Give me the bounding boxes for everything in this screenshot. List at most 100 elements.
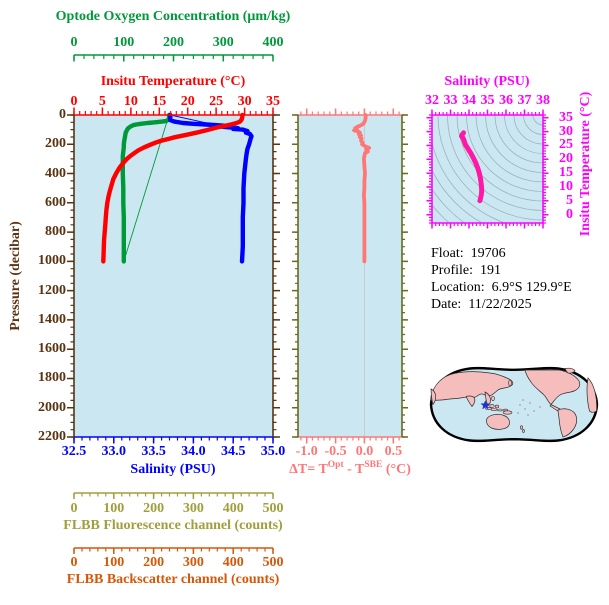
pressure-tick-label: 1400: [38, 311, 66, 327]
delta-t-tick-label: -1.0: [295, 444, 318, 459]
ts-temperature-tick-label: 15: [559, 165, 573, 181]
ts-temperature-tick-label: 10: [559, 179, 573, 194]
delta-t-title-sup-opt: Opt: [327, 460, 344, 471]
backscatter-tick-label: 200: [143, 555, 165, 570]
delta-t-tick-label: 0.0: [355, 444, 374, 459]
oxygen-tick-label: 100: [113, 35, 135, 50]
float-info-value: 19706: [470, 246, 506, 261]
map-landmass: [430, 388, 436, 406]
float-location-marker: [480, 399, 491, 410]
backscatter-tick-label: 400: [222, 555, 244, 570]
delta-t-plot: [352, 113, 371, 264]
map-island: [502, 410, 513, 415]
temperature-tick-label: 5: [98, 94, 106, 109]
pressure-tick-label: 400: [45, 165, 66, 181]
delta-t-tick-label: -0.5: [324, 444, 347, 459]
temperature-axis-title: Insitu Temperature (°C): [100, 74, 246, 89]
float-info-label: Date:: [431, 297, 462, 312]
map-landmass: [486, 413, 510, 430]
temperature-tick-label: 10: [123, 94, 138, 109]
fluorescence-axis-title: FLBB Fluorescence channel (counts): [63, 518, 283, 533]
ts-temperature-tick-label: 0: [566, 206, 573, 222]
salinity-tick-label: 34.0: [181, 444, 206, 459]
float-info-row: Float: 19706: [431, 246, 572, 263]
fluorescence-tick-label: 200: [143, 501, 165, 516]
delta-t-curve: [352, 113, 371, 264]
oxygen-tick-label: 0: [70, 35, 78, 50]
float-info-value: 11/22/2025: [468, 297, 532, 312]
oxygen-tick-label: 300: [212, 35, 234, 50]
map-island: [494, 404, 500, 409]
float-info-label: Location:: [431, 280, 485, 295]
map-island: [508, 379, 512, 387]
pressure-tick-label: 800: [45, 224, 66, 240]
pressure-tick-label: 1000: [38, 253, 66, 269]
salinity-tick-label: 34.5: [220, 444, 246, 459]
float-info-label: Float:: [431, 246, 464, 261]
temperature-tick-label: 0: [70, 94, 78, 109]
float-info: Float: 19706 Profile: 191 Location: 6.9°S 1…: [431, 246, 572, 314]
ts-curve: [459, 130, 485, 204]
backscatter-tick-label: 300: [182, 555, 204, 570]
salinity-tick-label: 33.5: [141, 444, 166, 459]
oxygen-axis-title: Optode Oxygen Concentration (μm/kg): [55, 9, 291, 24]
map-island: [489, 404, 495, 408]
backscatter-tick-label: 500: [262, 555, 284, 570]
ts-temperature-tick-label: 35: [559, 109, 573, 125]
delta-t-tick-label: 0.5: [384, 444, 403, 459]
map-island: [520, 425, 523, 430]
backscatter-tick-label: 100: [103, 555, 125, 570]
ts-temperature-tick-label: 20: [559, 151, 573, 167]
pressure-tick-label: 2200: [38, 429, 66, 444]
ts-salinity-tick-label: 34: [462, 93, 476, 108]
fluorescence-tick-label: 300: [182, 501, 204, 516]
map-landmass: [586, 377, 598, 413]
temperature-tick-label: 35: [266, 94, 280, 109]
fluorescence-tick-label: 0: [70, 501, 78, 516]
pressure-axis-title: Pressure (decibar): [8, 221, 23, 331]
map-island: [491, 395, 495, 401]
pressure-tick-label: 1800: [38, 370, 66, 386]
ts-salinity-tick-label: 36: [499, 93, 513, 108]
salinity-axis-title: Salinity (PSU): [130, 462, 216, 477]
delta-t-title-mid: - T: [343, 461, 365, 477]
float-info-row: Location: 6.9°S 129.9°E: [431, 280, 572, 297]
ts-salinity-tick-label: 35: [480, 93, 495, 108]
backscatter-axis-title: FLBB Backscatter channel (counts): [66, 572, 280, 587]
ts-salinity-tick-label: 32: [425, 93, 439, 108]
ts-temperature-tick-label: 30: [559, 123, 573, 139]
fluorescence-tick-label: 500: [262, 501, 284, 516]
float-info-value: 191: [480, 263, 501, 278]
temperature-curve: [101, 112, 245, 264]
delta-t-axis-title: ΔT= TOpt - TSBE (°C): [289, 460, 411, 478]
ts-salinity-tick-label: 38: [536, 93, 550, 108]
delta-t-title-sup-sbe: SBE: [364, 460, 383, 471]
pressure-tick-label: 600: [45, 194, 66, 210]
world-map: [429, 366, 599, 443]
map-landmass: [564, 367, 576, 374]
pressure-tick-label: 0: [59, 107, 66, 122]
ts-temperature-tick-label: 5: [566, 192, 573, 208]
float-info-row: Date: 11/22/2025: [431, 297, 572, 314]
float-info-row: Profile: 191: [431, 263, 572, 280]
temperature-tick-label: 25: [209, 94, 224, 109]
delta-t-title-prefix: ΔT= T: [289, 461, 328, 477]
temperature-tick-label: 20: [180, 94, 195, 109]
temperature-tick-label: 15: [152, 94, 167, 109]
pressure-tick-label: 1600: [38, 341, 66, 357]
pressure-tick-label: 200: [45, 136, 66, 152]
map-landmass: [557, 408, 578, 438]
ts-diagram: [459, 130, 485, 204]
map-landmass: [484, 391, 491, 407]
ts-temperature-axis-title: Insitu Temperature (°C): [578, 91, 593, 237]
salinity-tick-label: 32.5: [61, 444, 87, 459]
map-island: [522, 429, 525, 433]
ts-salinity-tick-label: 33: [443, 93, 458, 108]
map-landmass: [430, 371, 514, 401]
salinity-tick-label: 35.0: [260, 444, 286, 459]
oxygen-curve: [120, 112, 172, 264]
pressure-tick-label: 1200: [38, 282, 66, 298]
float-info-value: 6.9°S 129.9°E: [491, 280, 572, 295]
